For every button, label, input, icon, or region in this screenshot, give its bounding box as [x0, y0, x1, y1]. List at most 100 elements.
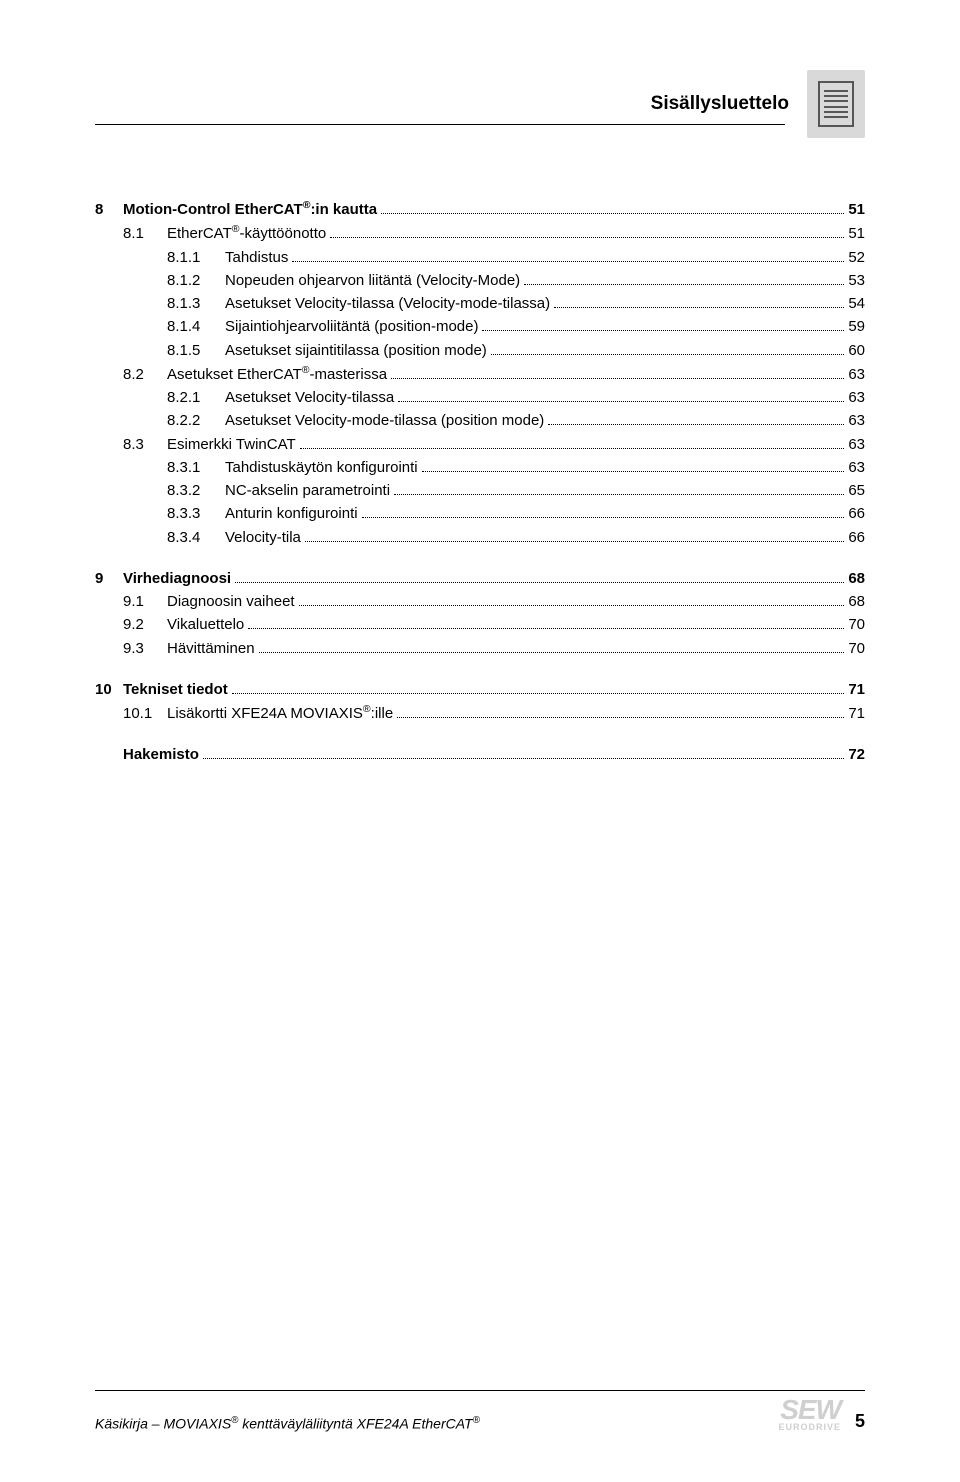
- toc-label: Asetukset Velocity-mode-tilassa (positio…: [225, 409, 544, 432]
- toc-label-sup: ®: [232, 223, 240, 235]
- toc-leader-dots: [305, 541, 844, 542]
- toc-page: 52: [848, 246, 865, 269]
- toc-page: 71: [848, 702, 865, 725]
- toc-page: 71: [848, 678, 865, 701]
- toc-label: Tahdistuskäytön konfigurointi: [225, 456, 418, 479]
- toc-label: Vikaluettelo: [167, 613, 244, 636]
- toc-label: Hävittäminen: [167, 637, 255, 660]
- toc-page: 63: [848, 433, 865, 456]
- header-title: Sisällysluettelo: [651, 93, 789, 115]
- toc-page: 51: [848, 198, 865, 221]
- toc-label: Diagnoosin vaiheet: [167, 590, 295, 613]
- toc-number: 10.1: [123, 702, 167, 725]
- toc-leader-dots: [524, 284, 844, 285]
- logo-main: SEW: [778, 1397, 841, 1422]
- toc-label: Esimerkki TwinCAT: [167, 433, 296, 456]
- toc-leader-dots: [397, 717, 844, 718]
- toc-number: 8.2: [123, 363, 167, 386]
- footer-sup-2: ®: [473, 1415, 480, 1426]
- toc-number: 8.1.2: [167, 269, 225, 292]
- toc-number: 8.1.5: [167, 339, 225, 362]
- toc-label-pre: Tahdistus: [225, 249, 288, 266]
- toc-label-pre: Asetukset sijaintitilassa (position mode…: [225, 342, 487, 359]
- toc-row: 10.1Lisäkortti XFE24A MOVIAXIS®:ille 71: [123, 701, 865, 725]
- toc-label-pre: Hävittäminen: [167, 640, 255, 657]
- toc-label-sup: ®: [302, 364, 310, 376]
- header-rule: [95, 124, 785, 125]
- toc-page: 68: [848, 590, 865, 613]
- toc-label-pre: Velocity-tila: [225, 529, 301, 546]
- toc-row: 8.3.3Anturin konfigurointi 66: [167, 502, 865, 525]
- toc-icon: [807, 70, 865, 138]
- toc-number: 9.1: [123, 590, 167, 613]
- toc-row: 8.3.4Velocity-tila 66: [167, 526, 865, 549]
- toc-page: 70: [848, 613, 865, 636]
- toc-row: 9.2Vikaluettelo70: [123, 613, 865, 636]
- toc-page: 66: [848, 502, 865, 525]
- toc-number: 8.3.3: [167, 502, 225, 525]
- toc-page: 63: [848, 386, 865, 409]
- toc-label-pre: Anturin konfigurointi: [225, 505, 358, 522]
- toc-number: 8.2.1: [167, 386, 225, 409]
- toc-row: 8Motion-Control EtherCAT®:in kautta 51: [95, 197, 865, 221]
- toc-leader-dots: [491, 354, 845, 355]
- toc-page: 65: [848, 479, 865, 502]
- toc-row: 8.3.2NC-akselin parametrointi 65: [167, 479, 865, 502]
- toc-row: 9.3Hävittäminen70: [123, 637, 865, 660]
- toc-number: 8.1: [123, 222, 167, 245]
- toc-label: Virhediagnoosi: [123, 567, 231, 590]
- toc-label-pre: Asetukset Velocity-tilassa (Velocity-mod…: [225, 295, 550, 312]
- toc-label-post: :ille: [371, 705, 394, 722]
- toc-label-sup: ®: [363, 703, 371, 715]
- toc-leader-dots: [299, 605, 845, 606]
- toc-label: EtherCAT®-käyttöönotto: [167, 221, 326, 245]
- brand-logo: SEW EURODRIVE: [778, 1397, 841, 1432]
- toc-label-post: -käyttöönotto: [240, 225, 327, 242]
- toc-leader-dots: [235, 582, 844, 583]
- toc-row: 9.1Diagnoosin vaiheet 68: [123, 590, 865, 613]
- toc-row: 8.1.4Sijaintiohjearvoliitäntä (position-…: [167, 315, 865, 338]
- toc-label: Tekniset tiedot: [123, 678, 228, 701]
- toc-label: Nopeuden ohjearvon liitäntä (Velocity-Mo…: [225, 269, 520, 292]
- toc-row: 8.1.5Asetukset sijaintitilassa (position…: [167, 339, 865, 362]
- toc-number: 8.3: [123, 433, 167, 456]
- toc-label: Hakemisto: [123, 743, 199, 766]
- toc-label-pre: Motion-Control EtherCAT: [123, 201, 303, 218]
- toc-label-pre: NC-akselin parametrointi: [225, 482, 390, 499]
- toc-label-pre: Esimerkki TwinCAT: [167, 436, 296, 453]
- toc-leader-dots: [330, 237, 844, 238]
- footer-text-pre: Käsikirja – MOVIAXIS: [95, 1416, 231, 1432]
- toc-row: 8.1.3Asetukset Velocity-tilassa (Velocit…: [167, 292, 865, 315]
- toc-leader-dots: [248, 628, 844, 629]
- footer-text: Käsikirja – MOVIAXIS ® kenttäväyläliitynt…: [95, 1415, 480, 1432]
- toc-row: 8.1.2Nopeuden ohjearvon liitäntä (Veloci…: [167, 269, 865, 292]
- toc-page: 51: [848, 222, 865, 245]
- toc-label: Sijaintiohjearvoliitäntä (position-mode): [225, 315, 478, 338]
- toc-number: 8.1.3: [167, 292, 225, 315]
- toc-label: Lisäkortti XFE24A MOVIAXIS®:ille: [167, 701, 393, 725]
- page-footer: Käsikirja – MOVIAXIS ® kenttäväyläliitynt…: [95, 1390, 865, 1432]
- toc-label: Asetukset EtherCAT®-masterissa: [167, 362, 387, 386]
- toc-leader-dots: [381, 213, 844, 214]
- toc-label-pre: Asetukset Velocity-mode-tilassa (positio…: [225, 412, 544, 429]
- toc-leader-dots: [398, 401, 844, 402]
- toc-page: 63: [848, 456, 865, 479]
- toc-number: 8: [95, 198, 123, 221]
- toc-page: 63: [848, 363, 865, 386]
- toc-label: Asetukset Velocity-tilassa (Velocity-mod…: [225, 292, 550, 315]
- toc-label-pre: Sijaintiohjearvoliitäntä (position-mode): [225, 318, 478, 335]
- toc-label-pre: Nopeuden ohjearvon liitäntä (Velocity-Mo…: [225, 272, 520, 289]
- toc-label: Asetukset Velocity-tilassa: [225, 386, 394, 409]
- footer-text-mid: kenttäväyläliityntä XFE24A EtherCAT: [238, 1416, 472, 1432]
- logo-sub: EURODRIVE: [778, 1422, 841, 1432]
- toc-label: Motion-Control EtherCAT®:in kautta: [123, 197, 377, 221]
- toc-row: 8.2Asetukset EtherCAT®-masterissa 63: [123, 362, 865, 386]
- toc-leader-dots: [482, 330, 844, 331]
- toc-leader-dots: [394, 494, 844, 495]
- toc-number: 8.1.1: [167, 246, 225, 269]
- toc-row: 9Virhediagnoosi68: [95, 567, 865, 590]
- toc-label-pre: Hakemisto: [123, 746, 199, 763]
- toc-label-pre: EtherCAT: [167, 225, 232, 242]
- toc-row: 10Tekniset tiedot71: [95, 678, 865, 701]
- toc-leader-dots: [391, 378, 844, 379]
